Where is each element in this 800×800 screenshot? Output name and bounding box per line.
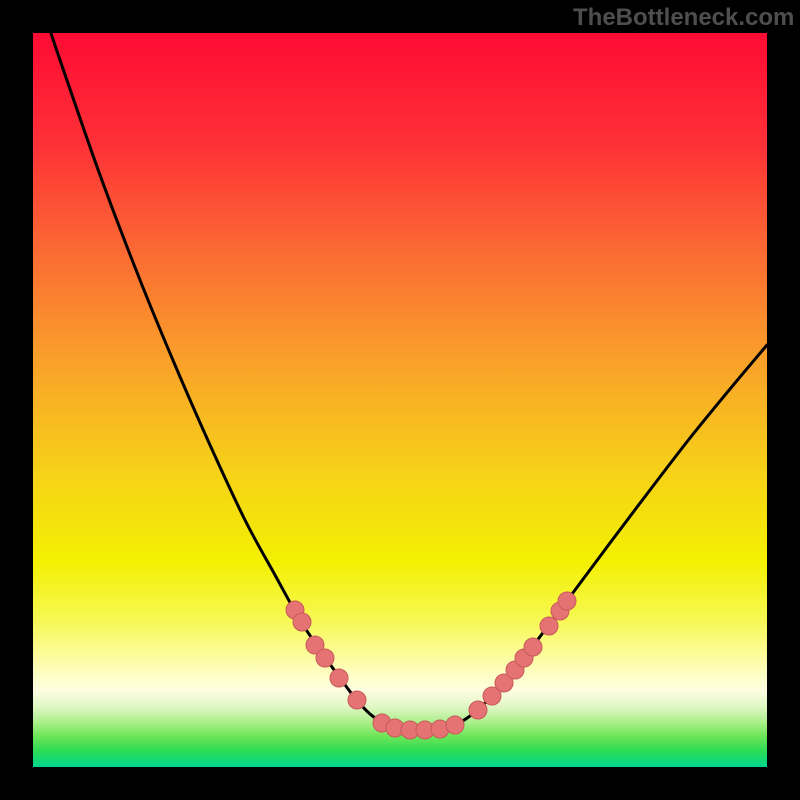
data-marker <box>558 592 576 610</box>
chart-frame <box>0 0 800 800</box>
data-marker <box>330 669 348 687</box>
data-marker <box>540 617 558 635</box>
data-marker <box>446 716 464 734</box>
plot-background <box>33 33 767 767</box>
chart-svg <box>0 0 800 800</box>
data-marker <box>293 613 311 631</box>
data-marker <box>316 649 334 667</box>
data-marker <box>348 691 366 709</box>
data-marker <box>469 701 487 719</box>
watermark-text: TheBottleneck.com <box>573 4 794 32</box>
data-marker <box>524 638 542 656</box>
